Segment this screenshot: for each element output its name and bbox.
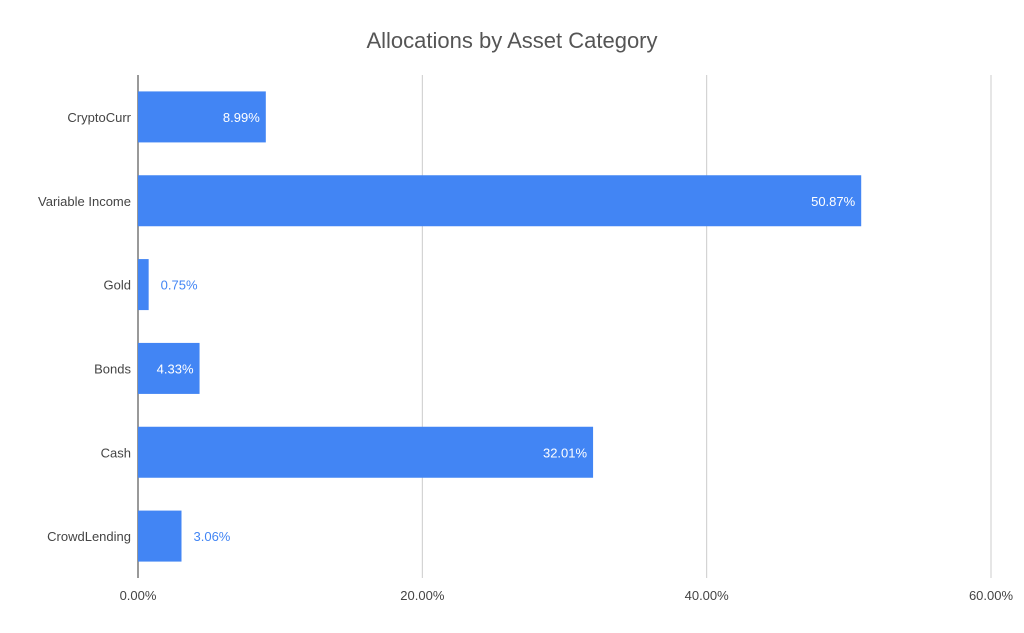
category-label: CrowdLending: [47, 529, 131, 544]
x-tick-label: 40.00%: [685, 588, 730, 603]
chart-title: Allocations by Asset Category: [366, 28, 658, 53]
bar: [138, 342, 200, 394]
category-label: CryptoCurr: [67, 110, 131, 125]
category-label: Variable Income: [38, 194, 131, 209]
bar: [138, 175, 862, 227]
x-tick-label: 60.00%: [969, 588, 1014, 603]
data-label: 3.06%: [194, 529, 231, 544]
x-tick-label: 20.00%: [400, 588, 445, 603]
bar: [138, 91, 266, 143]
data-label: 4.33%: [157, 361, 194, 376]
data-label: 50.87%: [811, 194, 856, 209]
data-label: 8.99%: [223, 110, 260, 125]
gridlines: [137, 75, 992, 578]
x-tick-label: 0.00%: [120, 588, 157, 603]
category-labels: CryptoCurr Variable Income Gold Bonds Cash Cr…: [38, 110, 132, 544]
bar: [138, 426, 594, 478]
data-labels: 8.99% 50.87% 0.75% 4.33% 32.01% 3.06%: [157, 110, 856, 544]
data-label: 32.01%: [543, 445, 588, 460]
bars: [138, 91, 862, 562]
category-label: Bonds: [94, 361, 131, 376]
category-label: Gold: [104, 278, 131, 293]
data-label: 0.75%: [161, 278, 198, 293]
bar: [138, 259, 149, 311]
category-label: Cash: [101, 445, 131, 460]
bar: [138, 510, 182, 562]
x-tick-labels: 0.00% 20.00% 40.00% 60.00%: [120, 588, 1014, 603]
